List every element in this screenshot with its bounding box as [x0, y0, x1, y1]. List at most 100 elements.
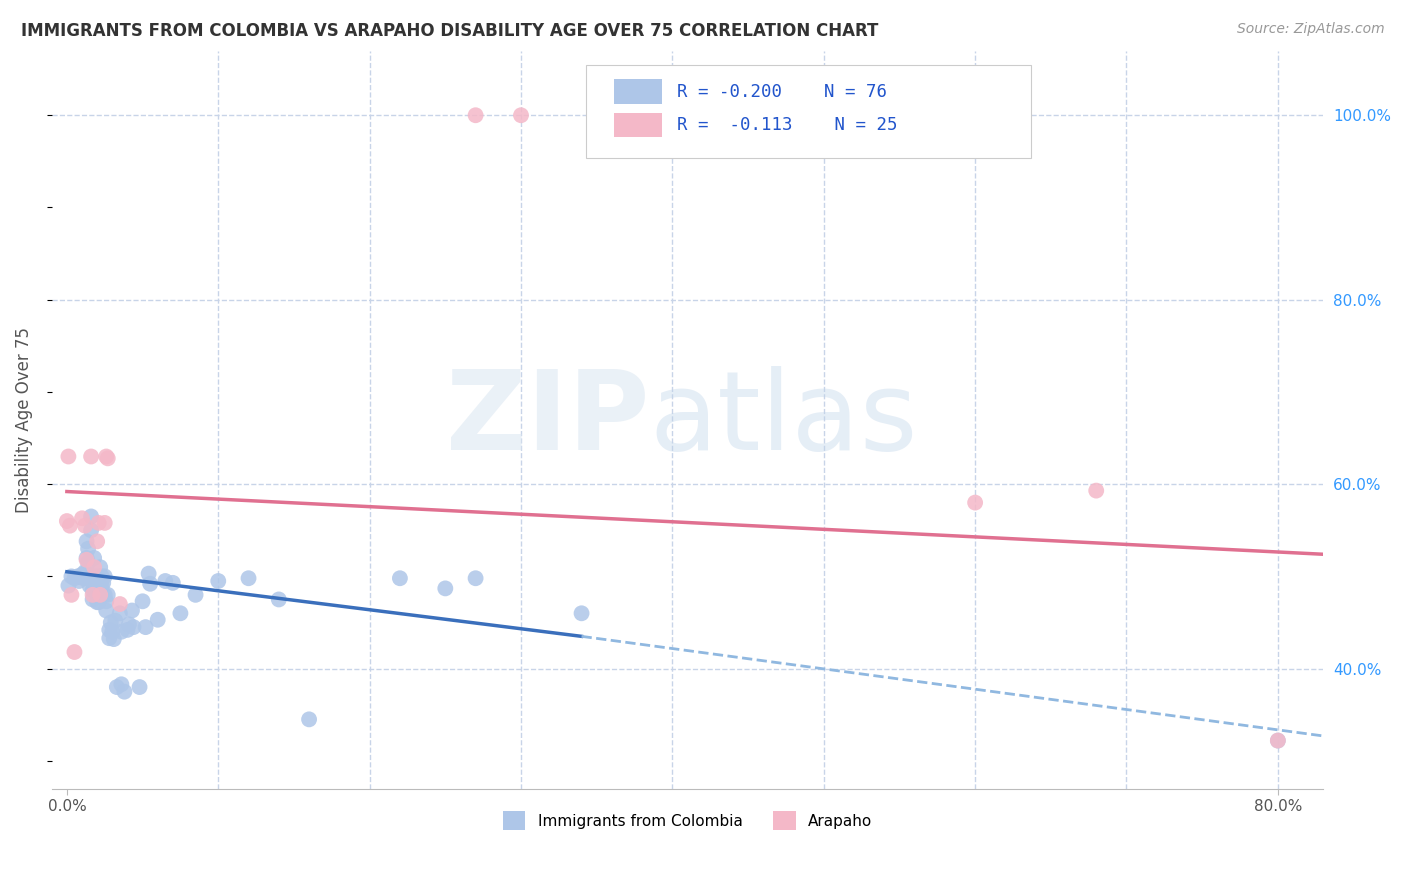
Point	[97, 588, 120, 602]
Point	[110, 624, 132, 639]
Point	[207, 574, 229, 588]
Point	[82, 583, 104, 598]
Point	[87, 588, 110, 602]
Point	[69, 569, 91, 583]
Point	[79, 579, 101, 593]
Point	[155, 574, 177, 588]
Point	[464, 571, 486, 585]
Point	[76, 551, 98, 566]
Point	[112, 684, 135, 698]
Text: Source: ZipAtlas.com: Source: ZipAtlas.com	[1237, 22, 1385, 37]
Point	[76, 534, 98, 549]
Point	[89, 576, 111, 591]
Point	[80, 523, 103, 537]
Point	[83, 579, 105, 593]
Point	[90, 579, 112, 593]
Point	[1267, 733, 1289, 747]
Point	[298, 712, 321, 726]
Point	[110, 677, 132, 691]
Point	[87, 516, 110, 530]
Point	[93, 588, 115, 602]
Point	[70, 511, 93, 525]
Point	[86, 595, 108, 609]
Point	[117, 623, 139, 637]
Point	[66, 569, 89, 583]
Point	[63, 571, 86, 585]
Point	[571, 607, 593, 621]
Point	[83, 569, 105, 583]
Point	[103, 632, 125, 646]
Point	[91, 588, 114, 602]
Point	[96, 450, 118, 464]
Point	[86, 534, 108, 549]
Point	[67, 574, 90, 588]
Point	[91, 575, 114, 590]
Text: R =  -0.113    N = 25: R = -0.113 N = 25	[678, 116, 898, 134]
Point	[77, 541, 100, 556]
Point	[73, 518, 96, 533]
Text: R = -0.200    N = 76: R = -0.200 N = 76	[678, 83, 887, 101]
Point	[87, 595, 110, 609]
Point	[79, 569, 101, 583]
Legend: Immigrants from Colombia, Arapaho: Immigrants from Colombia, Arapaho	[496, 805, 879, 836]
Bar	[614, 79, 662, 103]
FancyBboxPatch shape	[586, 65, 1031, 158]
Bar	[614, 112, 662, 137]
Point	[100, 615, 122, 630]
Point	[96, 594, 118, 608]
Point	[86, 587, 108, 601]
Point	[76, 553, 98, 567]
Point	[83, 560, 105, 574]
Point	[58, 579, 80, 593]
Point	[97, 451, 120, 466]
Point	[135, 620, 157, 634]
Point	[89, 569, 111, 583]
Point	[83, 551, 105, 566]
Point	[434, 582, 457, 596]
Point	[105, 680, 128, 694]
Point	[139, 576, 162, 591]
Point	[84, 583, 107, 598]
Point	[58, 450, 80, 464]
Point	[72, 571, 94, 585]
Text: IMMIGRANTS FROM COLOMBIA VS ARAPAHO DISABILITY AGE OVER 75 CORRELATION CHART: IMMIGRANTS FROM COLOMBIA VS ARAPAHO DISA…	[21, 22, 879, 40]
Point	[89, 588, 111, 602]
Point	[73, 565, 96, 579]
Point	[128, 680, 150, 694]
Y-axis label: Disability Age Over 75: Disability Age Over 75	[15, 326, 32, 513]
Point	[146, 613, 169, 627]
Point	[96, 603, 118, 617]
Point	[1085, 483, 1108, 498]
Point	[82, 569, 104, 583]
Point	[77, 556, 100, 570]
Point	[108, 607, 131, 621]
Text: atlas: atlas	[650, 366, 918, 473]
Point	[80, 509, 103, 524]
Point	[98, 631, 121, 645]
Point	[60, 588, 83, 602]
Point	[118, 617, 141, 632]
Point	[56, 514, 79, 528]
Point	[89, 560, 111, 574]
Point	[60, 569, 83, 583]
Point	[101, 624, 124, 639]
Point	[98, 623, 121, 637]
Point	[184, 588, 207, 602]
Point	[131, 594, 153, 608]
Point	[63, 645, 86, 659]
Point	[510, 108, 533, 122]
Point	[104, 614, 127, 628]
Point	[162, 575, 184, 590]
Point	[93, 569, 115, 583]
Point	[1267, 733, 1289, 747]
Point	[86, 569, 108, 583]
Point	[82, 592, 104, 607]
Point	[108, 597, 131, 611]
Point	[59, 518, 82, 533]
Point	[464, 108, 486, 122]
Point	[93, 516, 115, 530]
Point	[169, 607, 191, 621]
Point	[90, 569, 112, 583]
Point	[82, 588, 104, 602]
Point	[84, 576, 107, 591]
